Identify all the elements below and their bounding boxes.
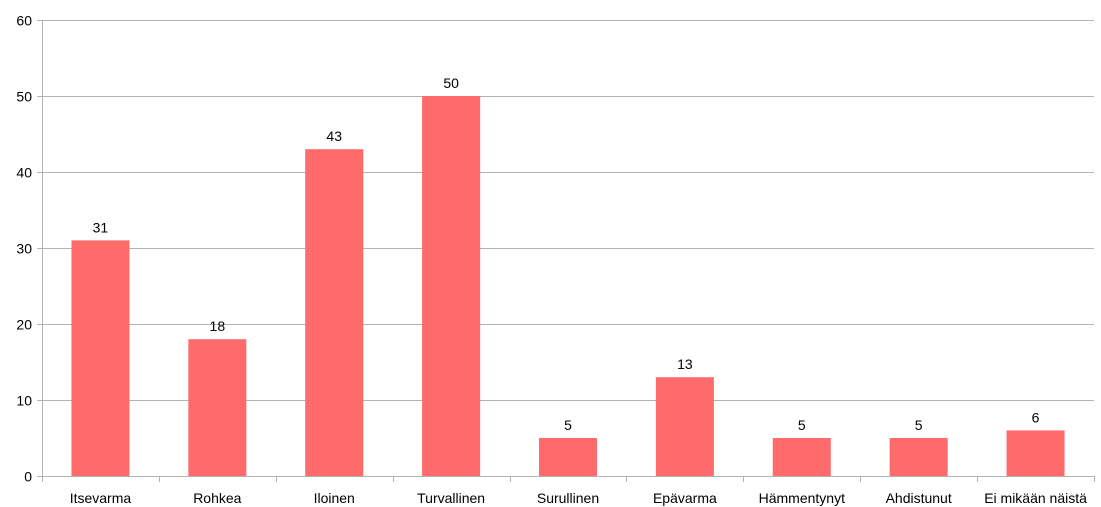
data-label: 6: [1032, 409, 1040, 425]
y-tick-label: 60: [16, 13, 32, 29]
data-label: 50: [443, 75, 459, 91]
x-tick-label: Surullinen: [537, 490, 599, 506]
x-tick-label: Itsevarma: [70, 490, 132, 506]
y-tick-label: 40: [16, 165, 32, 181]
y-tick-label: 10: [16, 393, 32, 409]
x-tick-label: Rohkea: [193, 490, 241, 506]
bar: [889, 438, 948, 476]
x-tick-label: Hämmentynyt: [759, 490, 845, 506]
bars: [71, 96, 1065, 476]
data-label: 13: [677, 356, 693, 372]
bar: [305, 149, 364, 476]
y-tick-label: 50: [16, 89, 32, 105]
y-tick-label: 20: [16, 317, 32, 333]
x-tick-label: Iloinen: [314, 490, 355, 506]
bar: [188, 339, 247, 476]
x-tick-label: Epävarma: [653, 490, 717, 506]
y-tick-label: 30: [16, 241, 32, 257]
y-tick-label: 0: [24, 469, 32, 485]
bar: [772, 438, 831, 476]
y-tick-labels: 0 10 20 30 40 50 60: [16, 13, 32, 485]
bar: [1006, 430, 1065, 476]
data-label: 31: [93, 219, 109, 235]
bar: [71, 240, 130, 476]
x-tick-label: Ei mikään näistä: [984, 490, 1087, 506]
data-label: 5: [915, 417, 923, 433]
bar: [655, 377, 714, 476]
bar: [422, 96, 481, 476]
axes: [37, 20, 1095, 482]
x-tick-label: Turvallinen: [417, 490, 485, 506]
x-tick-label: Ahdistunut: [886, 490, 952, 506]
gridlines: [42, 20, 1094, 401]
data-label: 5: [798, 417, 806, 433]
bar: [539, 438, 597, 476]
x-tick-labels: Itsevarma Rohkea Iloinen Turvallinen Surulli…: [70, 490, 1087, 506]
data-labels: 31 18 43 50 5 13 5 5 6: [93, 75, 1040, 433]
data-label: 43: [326, 128, 342, 144]
data-label: 18: [210, 318, 226, 334]
data-label: 5: [564, 417, 572, 433]
